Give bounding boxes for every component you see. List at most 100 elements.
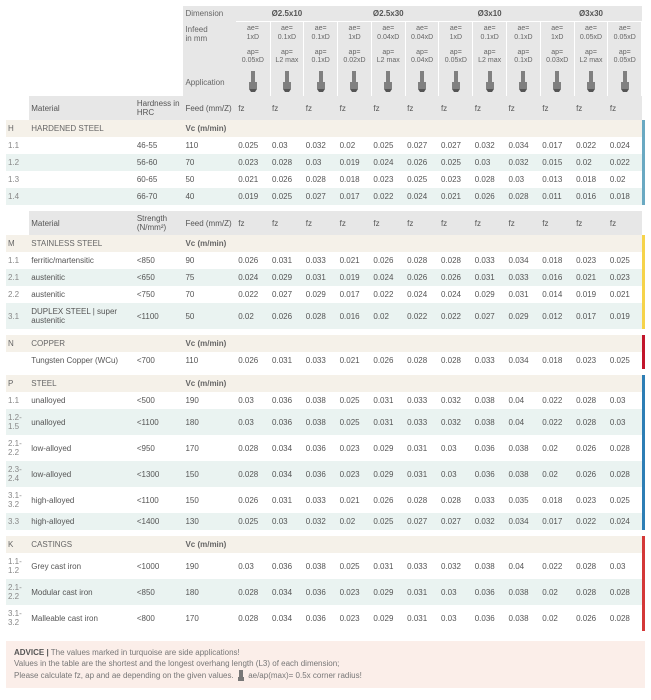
app-icon-4: [371, 68, 405, 96]
advice-title: ADVICE |: [14, 648, 49, 657]
fz-value: 0.021: [338, 487, 372, 513]
fz-value: 0.025: [439, 154, 473, 171]
fz-value: 0.03: [270, 513, 304, 530]
fz-value: 0.025: [371, 137, 405, 154]
fz-value: 0.028: [270, 154, 304, 171]
ae-col-7: ae=0.1xD: [473, 22, 507, 46]
row-code: 1.1: [6, 137, 29, 154]
fz-value: 0.02: [574, 154, 608, 171]
fz-value: 0.032: [439, 409, 473, 435]
fz-value: 0.032: [439, 553, 473, 579]
fz-label: fz: [507, 96, 541, 120]
fz-value: 0.019: [608, 303, 642, 329]
fz-label: fz: [270, 96, 304, 120]
row-material: [29, 171, 135, 188]
fz-value: 0.013: [540, 171, 574, 188]
fz-value: 0.033: [473, 252, 507, 269]
fz-value: 0.03: [236, 553, 270, 579]
fz-value: 0.027: [439, 513, 473, 530]
fz-value: 0.031: [270, 252, 304, 269]
tool-inline-icon: [236, 670, 246, 682]
ap-col-8: ap=0.1xD: [507, 46, 541, 69]
fz-value: 0.034: [270, 435, 304, 461]
infeed-label: Infeed: [185, 25, 207, 34]
fz-value: 0.018: [338, 171, 372, 188]
fz-value: 0.027: [304, 188, 338, 205]
fz-label: fz: [236, 211, 270, 235]
fz-label: fz: [507, 211, 541, 235]
fz-value: 0.02: [540, 605, 574, 631]
row-code: 2.1: [6, 269, 29, 286]
fz-value: 0.024: [405, 188, 439, 205]
row-hardness: 46-55: [135, 137, 184, 154]
row-hardness: <1000: [135, 553, 184, 579]
fz-value: 0.022: [540, 409, 574, 435]
fz-value: 0.034: [270, 605, 304, 631]
fz-value: 0.025: [236, 137, 270, 154]
fz-value: 0.028: [405, 352, 439, 369]
fz-value: 0.032: [507, 154, 541, 171]
fz-value: 0.032: [439, 392, 473, 409]
ae-col-2: ae=0.1xD: [304, 22, 338, 46]
fz-value: 0.017: [338, 188, 372, 205]
row-hardness: <1100: [135, 303, 184, 329]
row-vc: 150: [183, 461, 236, 487]
fz-value: 0.033: [405, 553, 439, 579]
fz-value: 0.03: [270, 137, 304, 154]
row-vc: 170: [183, 605, 236, 631]
application-label: Application: [183, 68, 236, 96]
fz-value: 0.028: [236, 435, 270, 461]
row-code: 2.1-2.2: [6, 579, 29, 605]
row-material: Tungsten Copper (WCu): [29, 352, 135, 369]
fz-value: 0.019: [338, 154, 372, 171]
fz-value: 0.017: [338, 286, 372, 303]
fz-value: 0.038: [473, 553, 507, 579]
fz-value: 0.026: [371, 487, 405, 513]
fz-value: 0.038: [507, 579, 541, 605]
row-vc: 180: [183, 409, 236, 435]
fz-value: 0.026: [236, 352, 270, 369]
row-hardness: <1400: [135, 513, 184, 530]
fz-value: 0.036: [473, 435, 507, 461]
ap-col-0: ap=0.05xD: [236, 46, 270, 69]
fz-value: 0.031: [371, 409, 405, 435]
section-letter: N: [6, 335, 29, 352]
row-code: [6, 352, 29, 369]
category-name: STAINLESS STEEL: [29, 235, 135, 252]
row-hardness: <850: [135, 579, 184, 605]
ap-col-10: ap=L2 max: [574, 46, 608, 69]
section-color-bar: [642, 335, 645, 369]
row-hardness: <700: [135, 352, 184, 369]
fz-value: 0.028: [574, 392, 608, 409]
cutting-data-table: Dimension Ø2.5x10 Ø2.5x30 Ø3x10 Ø3x30 In…: [6, 6, 645, 637]
fz-value: 0.023: [338, 461, 372, 487]
ap-col-4: ap=L2 max: [371, 46, 405, 69]
row-hardness: <750: [135, 286, 184, 303]
fz-value: 0.034: [507, 352, 541, 369]
row-hardness: 60-65: [135, 171, 184, 188]
fz-value: 0.018: [540, 487, 574, 513]
fz-value: 0.023: [371, 171, 405, 188]
row-vc: 170: [183, 435, 236, 461]
dim-group-0: Ø2.5x10: [236, 6, 337, 22]
fz-value: 0.029: [473, 286, 507, 303]
fz-value: 0.036: [473, 579, 507, 605]
app-icon-7: [473, 68, 507, 96]
fz-value: 0.02: [540, 461, 574, 487]
row-code: 1.4: [6, 188, 29, 205]
row-code: 1.2: [6, 154, 29, 171]
fz-value: 0.016: [574, 188, 608, 205]
section-color-bar: [642, 375, 645, 530]
fz-value: 0.03: [439, 579, 473, 605]
fz-value: 0.028: [574, 409, 608, 435]
fz-value: 0.022: [608, 154, 642, 171]
vc-label: Vc (m/min): [183, 375, 236, 392]
fz-value: 0.022: [574, 137, 608, 154]
row-vc: 190: [183, 553, 236, 579]
app-icon-6: [439, 68, 473, 96]
fz-value: 0.021: [574, 269, 608, 286]
fz-value: 0.025: [338, 392, 372, 409]
section-letter: P: [6, 375, 29, 392]
row-material: high-alloyed: [29, 487, 135, 513]
row-material: austenitic: [29, 286, 135, 303]
